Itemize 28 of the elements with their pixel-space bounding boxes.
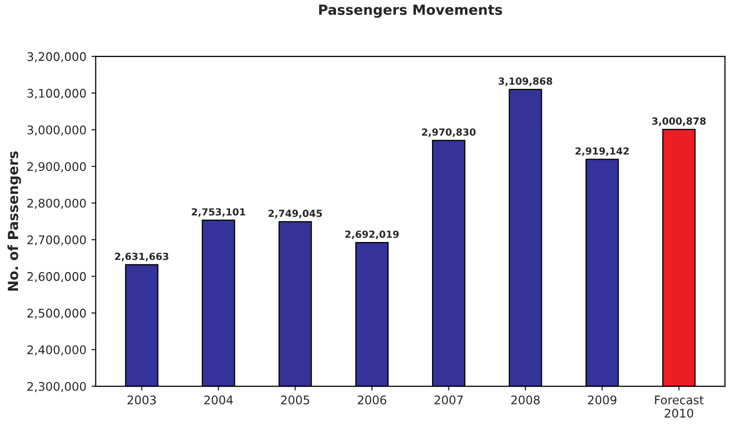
x-tick-label: 2007 [434,395,463,404]
y-tick-label: 3,000,000 [27,125,86,136]
data-label: 2,692,019 [345,230,399,240]
data-label: 2,749,045 [268,210,322,218]
y-tick-label: 2,500,000 [27,308,86,319]
y-tick-label: 2,700,000 [27,235,86,246]
x-tick-label: Forecast 2010 [655,396,704,418]
x-tick-label: 2008 [511,395,540,404]
y-tick-label: 2,900,000 [27,162,86,172]
y-tick-label: 3,200,000 [27,52,86,62]
x-tick-label: 2006 [358,395,386,404]
y-axis-title: No. of Passengers [7,151,22,291]
data-label: 2,970,830 [422,128,476,137]
y-tick-label: 2,600,000 [27,272,86,282]
data-label: 3,109,868 [498,77,552,86]
data-label: 2,631,663 [115,252,168,262]
data-label: 3,000,878 [652,117,706,126]
x-tick-label: 2003 [128,395,156,404]
y-tick-label: 2,300,000 [27,382,86,392]
y-tick-label: 2,400,000 [27,345,86,356]
chart-title: Passengers Movements [319,4,502,18]
y-tick-label: 3,100,000 [27,88,86,99]
x-tick-label: 2005 [281,395,310,404]
y-tick-label: 2,800,000 [27,198,86,209]
data-label: 2,919,142 [576,147,629,156]
data-label: 2,753,101 [192,208,246,217]
x-tick-label: 2004 [204,395,233,404]
x-tick-label: 2009 [588,395,616,404]
